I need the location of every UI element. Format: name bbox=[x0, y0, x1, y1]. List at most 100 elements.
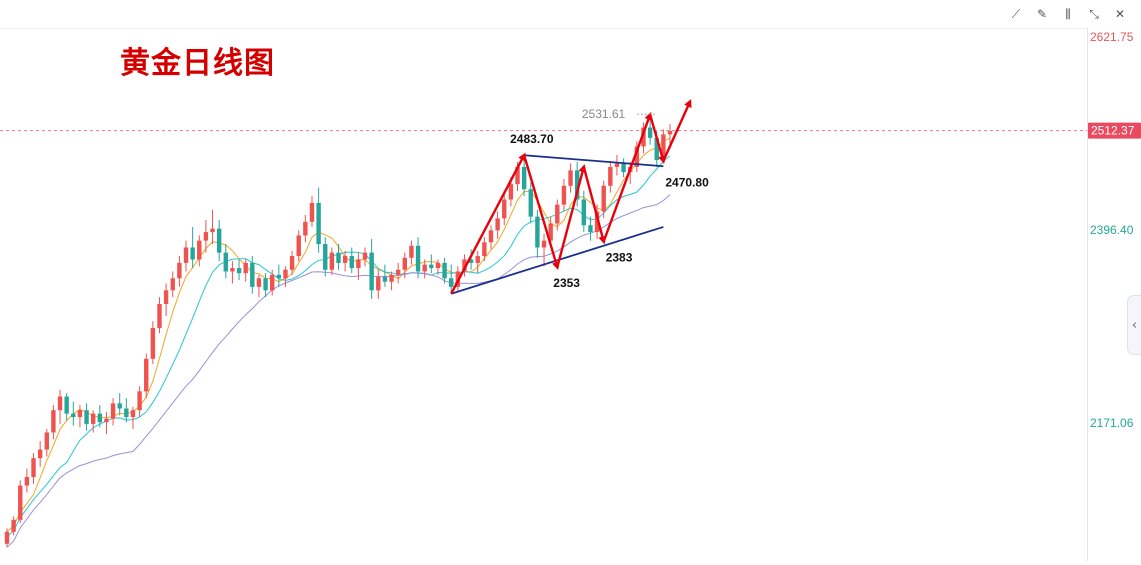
candle bbox=[581, 190, 587, 233]
candle bbox=[594, 204, 600, 239]
annotation-label: 2483.70 bbox=[510, 132, 554, 146]
annotation-label: 2383 bbox=[606, 250, 633, 264]
candle-body bbox=[621, 163, 626, 173]
candle bbox=[667, 124, 673, 147]
candle-body bbox=[667, 130, 673, 135]
candle bbox=[110, 398, 116, 426]
candle bbox=[382, 264, 388, 287]
candle bbox=[31, 453, 36, 484]
pencil-icon[interactable]: ✎ bbox=[1036, 7, 1048, 21]
candle bbox=[77, 405, 83, 428]
candle-body bbox=[608, 166, 613, 186]
candle bbox=[449, 264, 454, 294]
candle bbox=[210, 209, 215, 245]
candle-body bbox=[157, 304, 162, 328]
candle-body bbox=[342, 256, 348, 263]
candle bbox=[316, 187, 321, 253]
candle bbox=[223, 244, 228, 279]
candle-body bbox=[521, 166, 527, 190]
candle-body bbox=[37, 449, 43, 459]
candle-body bbox=[303, 221, 308, 236]
candle-body bbox=[77, 410, 83, 418]
candle bbox=[614, 154, 620, 176]
candle bbox=[243, 259, 248, 282]
candle bbox=[296, 230, 301, 262]
support-trendline bbox=[450, 226, 664, 295]
candle-body bbox=[336, 252, 341, 263]
candle-body bbox=[449, 278, 454, 287]
candle bbox=[535, 209, 540, 258]
candle-body bbox=[316, 202, 321, 245]
candle-body bbox=[197, 240, 202, 260]
candle bbox=[289, 250, 295, 275]
candle bbox=[170, 271, 175, 298]
candle bbox=[64, 393, 69, 421]
candle-body bbox=[415, 245, 421, 272]
candle bbox=[468, 249, 474, 270]
zigzag-arrow bbox=[648, 114, 666, 164]
candle-body bbox=[395, 269, 401, 275]
candle-body bbox=[289, 256, 295, 270]
candle-type-icon[interactable]: ⫼ bbox=[1065, 6, 1071, 21]
candle bbox=[104, 411, 109, 435]
candle bbox=[124, 398, 129, 423]
candle-body bbox=[44, 432, 49, 450]
candle-body bbox=[409, 245, 414, 258]
candle-body bbox=[508, 184, 514, 200]
candle-body bbox=[601, 185, 606, 212]
candle-body bbox=[634, 146, 640, 167]
candle bbox=[323, 237, 328, 277]
candle-body bbox=[435, 262, 441, 269]
y-tick-label: 2396.40 bbox=[1090, 223, 1134, 237]
candle bbox=[488, 225, 494, 250]
candle-body bbox=[647, 127, 653, 138]
candle bbox=[256, 274, 262, 298]
candle-body bbox=[177, 262, 182, 279]
candle-body bbox=[97, 413, 103, 423]
candle bbox=[409, 240, 414, 265]
close-icon[interactable]: ✕ bbox=[1114, 7, 1126, 21]
candle-body bbox=[183, 247, 189, 263]
annotation-label: 2353 bbox=[553, 276, 580, 290]
candle bbox=[389, 271, 394, 291]
candle-body bbox=[124, 408, 129, 418]
candle-body bbox=[594, 211, 600, 233]
candle bbox=[482, 237, 487, 262]
candle bbox=[329, 247, 335, 275]
line-tool-icon[interactable]: ⟋ bbox=[1011, 6, 1021, 21]
candle bbox=[369, 238, 374, 299]
candle-body bbox=[329, 252, 335, 270]
candle bbox=[303, 214, 308, 243]
candle bbox=[555, 199, 560, 231]
candle bbox=[137, 386, 142, 418]
candle-body bbox=[548, 223, 553, 241]
candle-body bbox=[323, 244, 328, 270]
candle-body bbox=[18, 485, 23, 520]
y-tick-label: 2621.75 bbox=[1090, 30, 1134, 44]
candle-body bbox=[382, 276, 388, 282]
candle-body bbox=[57, 396, 63, 411]
candle-body bbox=[263, 278, 268, 291]
candle-body bbox=[535, 216, 540, 248]
candle bbox=[230, 261, 235, 284]
collapse-arrows-icon[interactable]: ⤡ bbox=[1089, 6, 1099, 21]
candle bbox=[177, 256, 182, 287]
candle bbox=[521, 154, 527, 197]
zigzag-arrow bbox=[556, 164, 587, 268]
candle-body bbox=[574, 170, 580, 200]
candle bbox=[422, 259, 427, 279]
candle-body bbox=[356, 259, 361, 269]
candle-body bbox=[243, 262, 248, 274]
candle bbox=[270, 269, 275, 296]
current-price-label: 2512.37 bbox=[1091, 124, 1135, 138]
candle bbox=[402, 252, 407, 279]
candle bbox=[51, 405, 56, 440]
candle-body bbox=[270, 274, 275, 291]
candle bbox=[309, 196, 315, 227]
candle-body bbox=[482, 242, 487, 257]
candle-body bbox=[150, 327, 156, 359]
collapse-panel-button[interactable]: ‹ bbox=[1127, 295, 1141, 355]
candle bbox=[197, 235, 202, 267]
